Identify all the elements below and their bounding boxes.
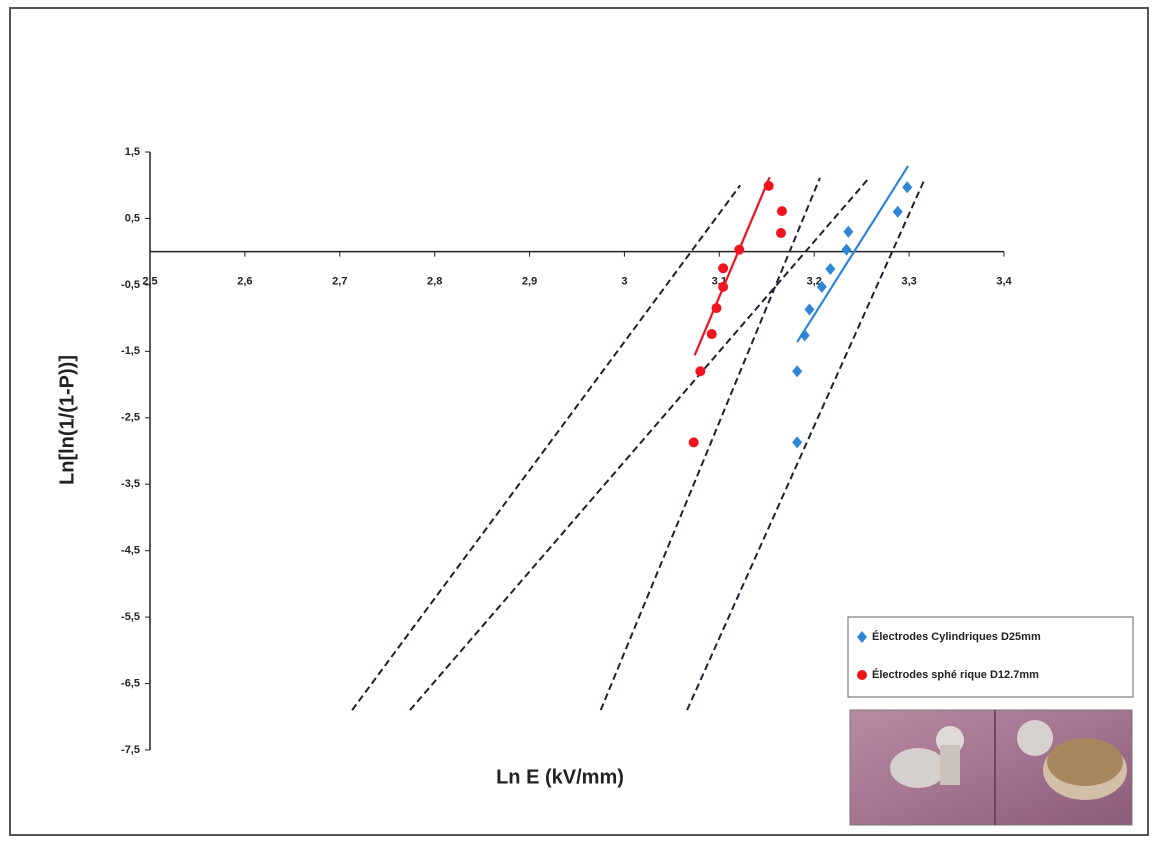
point [718,281,729,292]
fit-line [693,176,771,356]
y-tick-label: -3,5 [121,478,140,490]
y-tick-label: -1,5 [121,345,140,357]
legend-label: Électrodes Cylindriques D25mm [872,630,1041,643]
x-axis-title: Ln E (kV/mm) [496,766,624,788]
x-tick-label: 3,4 [996,276,1012,288]
point [792,365,803,378]
y-tick-label: -6,5 [121,677,140,689]
point [825,262,836,275]
point [734,244,745,255]
point [804,303,815,316]
x-tick-label: 2,6 [237,276,252,288]
legend-marker [857,631,867,643]
point [706,329,717,340]
point [688,437,699,448]
y-tick-label: 0,5 [125,212,140,224]
x-tick-label: 2,8 [427,276,442,288]
point [902,181,913,194]
legend-marker [857,670,867,680]
photo [849,709,1133,826]
point [763,180,774,191]
x-tick-label: 2,5 [142,276,157,288]
point [843,225,854,238]
y-tick-label: -5,5 [121,611,140,623]
legend: Électrodes Cylindriques D25mm Électrodes … [847,616,1134,698]
bound-line [686,179,926,711]
point [776,206,787,217]
bound-line [599,177,821,711]
point [841,243,852,256]
x-tick-label: 3,2 [807,276,822,288]
y-tick-label: 1,5 [125,146,140,158]
x-tick-label: 3 [621,276,627,288]
x-tick-label: 2,7 [332,276,347,288]
point [792,436,803,449]
point [718,263,729,274]
y-axis-title: Ln[ln(1/(1-P))] [56,355,78,485]
point [816,280,827,293]
fit-line [796,165,910,343]
point [892,205,903,218]
y-tick-label: -2,5 [121,412,140,424]
point [776,228,787,239]
legend-box [847,616,1134,698]
bound-line [351,184,742,711]
y-tick-label: -4,5 [121,545,140,557]
x-tick-label: 2,9 [522,276,537,288]
x-tick-label: 3,3 [901,276,916,288]
point [799,329,810,342]
legend-label: Électrodes sphé rique D12.7mm [872,668,1039,681]
point [695,366,706,377]
point [711,303,722,314]
y-tick-label: -7,5 [121,744,140,756]
bound-line [409,179,869,711]
y-tick-label: -0,5 [121,279,140,291]
